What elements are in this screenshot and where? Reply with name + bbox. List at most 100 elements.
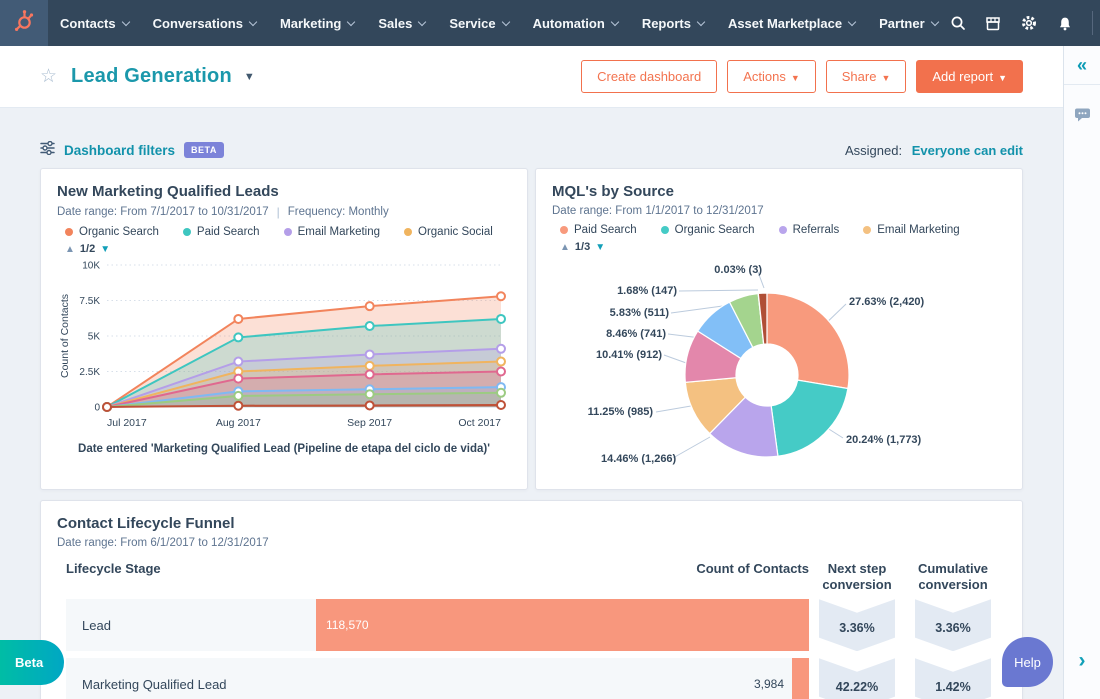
comments-icon[interactable] [1074,107,1091,127]
nav-item-sales[interactable]: Sales [366,0,437,46]
marketplace-icon[interactable] [985,16,1001,31]
card-new-mql: New Marketing Qualified Leads Date range… [40,168,528,490]
chevron-down-icon [696,17,706,27]
line-chart[interactable]: 0 2.5K 5K 7.5K 10K Jul 2017 Aug 2017 Sep 2017 Oc… [57,255,513,435]
legend-dot-icon [404,228,413,236]
nav-item-conversations[interactable]: Conversations [141,0,268,46]
settings-gear-icon[interactable] [1020,14,1038,32]
beta-badge: BETA [184,142,224,158]
svg-text:Sep 2017: Sep 2017 [347,417,392,429]
chevron-down-icon [501,17,510,27]
nav-item-automation[interactable]: Automation [521,0,630,46]
legend-item[interactable]: Organic Social [404,226,493,238]
donut-chart[interactable]: 27.63% (2,420) 20.24% (1,773) 14.46% (1,… [552,253,1008,489]
nav-item-asset-marketplace[interactable]: Asset Marketplace [716,0,867,46]
frequency-label: Frequency: Monthly [287,206,389,218]
hubspot-logo[interactable] [0,0,48,46]
legend-page-down-icon[interactable]: ▼ [595,241,606,253]
legend-item[interactable]: Referrals [778,224,839,236]
column-header-lifecycle-stage: Lifecycle Stage [66,561,161,576]
legend-dot-icon [660,226,669,234]
column-header-count: Count of Contacts [696,561,809,576]
chart-legend: Paid Search Organic Search Referrals Email … [560,224,1006,236]
card-contact-lifecycle-funnel: Contact Lifecycle Funnel Date range: Fro… [40,500,1023,699]
favorite-star-icon[interactable]: ☆ [40,66,58,87]
pie-label: 8.46% (741) [606,328,666,340]
funnel-bar[interactable] [316,599,809,652]
legend-dot-icon [182,228,191,236]
pie-label: 5.83% (511) [609,307,669,319]
funnel-bar[interactable] [792,658,809,699]
collapse-panel-icon[interactable]: « [1076,55,1087,75]
card-title: New Marketing Qualified Leads [57,183,279,200]
legend-dot-icon [778,226,787,234]
search-icon[interactable] [950,15,966,31]
chevron-down-icon [418,17,427,27]
nav-divider [1091,11,1093,35]
card-title: Contact Lifecycle Funnel [57,515,235,532]
next-step-conversion-badge: 42.22% [819,658,895,699]
assigned-value-link[interactable]: Everyone can edit [911,142,1023,158]
add-report-button[interactable]: Add report ▼ [916,60,1023,93]
legend-page-down-icon[interactable]: ▼ [100,243,111,255]
card-title: MQL's by Source [552,183,674,200]
legend-dot-icon [283,228,292,236]
funnel-row[interactable]: Marketing Qualified Lead 3,984 42.22% 1.… [66,658,1006,699]
legend-page-up-icon[interactable]: ▲ [65,243,75,255]
actions-button[interactable]: Actions ▼ [727,60,816,93]
pie-leader-lines [655,271,847,459]
top-nav: Contacts Conversations Marketing Sales Servi… [0,0,1100,46]
legend-dot-icon [863,226,872,234]
chart-legend: Organic Search Paid Search Email Marketing… [65,226,511,238]
create-dashboard-button[interactable]: Create dashboard [581,60,718,93]
date-range-label: Date range: From 1/1/2017 to 12/31/2017 [552,205,764,217]
pie-label: 1.68% (147) [617,285,677,297]
svg-text:Aug 2017: Aug 2017 [216,417,261,429]
nav-menu: Contacts Conversations Marketing Sales Servi… [48,0,950,46]
nav-item-service[interactable]: Service [437,0,520,46]
dashboard-filters-link[interactable]: Dashboard filters [64,142,176,158]
legend-item[interactable]: Organic Search [660,224,755,236]
date-range-label: Date range: From 6/1/2017 to 12/31/2017 [57,537,269,549]
legend-item[interactable]: Organic Search [65,226,159,238]
legend-page-indicator: 1/2 [79,243,96,255]
beta-tab[interactable]: Beta [0,640,64,685]
dashboard-select-caret-icon[interactable]: ▼ [243,70,255,83]
svg-text:10K: 10K [82,261,100,272]
nav-item-reports[interactable]: Reports [630,0,716,46]
svg-text:Oct 2017: Oct 2017 [458,417,501,429]
svg-text:7.5K: 7.5K [79,296,100,307]
share-button[interactable]: Share ▼ [825,60,907,93]
help-button[interactable]: Help [1002,637,1053,687]
legend-item[interactable]: Paid Search [182,226,260,238]
pie-label: 11.25% (985) [587,406,653,418]
legend-pagination: ▲ 1/3 ▼ [560,241,1006,253]
next-step-conversion-badge: 3.36% [819,599,895,652]
funnel-row[interactable]: Lead 118,570 3.36% 3.36% [66,599,1006,652]
nav-item-marketing[interactable]: Marketing [268,0,366,46]
card-mql-by-source: MQL's by Source Date range: From 1/1/201… [535,168,1023,490]
legend-page-up-icon[interactable]: ▲ [560,241,570,253]
svg-text:2.5K: 2.5K [79,367,100,378]
pie-label: 10.41% (912) [595,349,662,361]
legend-item[interactable]: Paid Search [560,224,637,236]
page-title: Lead Generation [71,65,232,87]
pie-label: 27.63% (2,420) [849,296,925,308]
legend-item[interactable]: Email Marketing [283,226,380,238]
legend-dot-icon [65,228,73,236]
chevron-down-icon [610,17,620,27]
cumulative-conversion-badge: 3.36% [915,599,991,652]
pie-label: 0.03% (3) [714,264,762,276]
cumulative-conversion-badge: 1.42% [915,658,991,699]
subtitle-separator: | [276,205,280,219]
nav-item-partner[interactable]: Partner [867,0,950,46]
notifications-bell-icon[interactable] [1057,16,1073,31]
chevron-down-icon [347,17,356,27]
funnel-count-value: 118,570 [326,618,369,633]
rail-divider [1064,84,1100,85]
next-panel-icon[interactable]: › [1078,649,1086,672]
nav-item-contacts[interactable]: Contacts [48,0,141,46]
legend-item[interactable]: Email Marketing [863,224,960,236]
legend-page-indicator: 1/3 [574,241,591,253]
page-header: ☆ Lead Generation ▼ Create dashboard Act… [0,46,1063,108]
